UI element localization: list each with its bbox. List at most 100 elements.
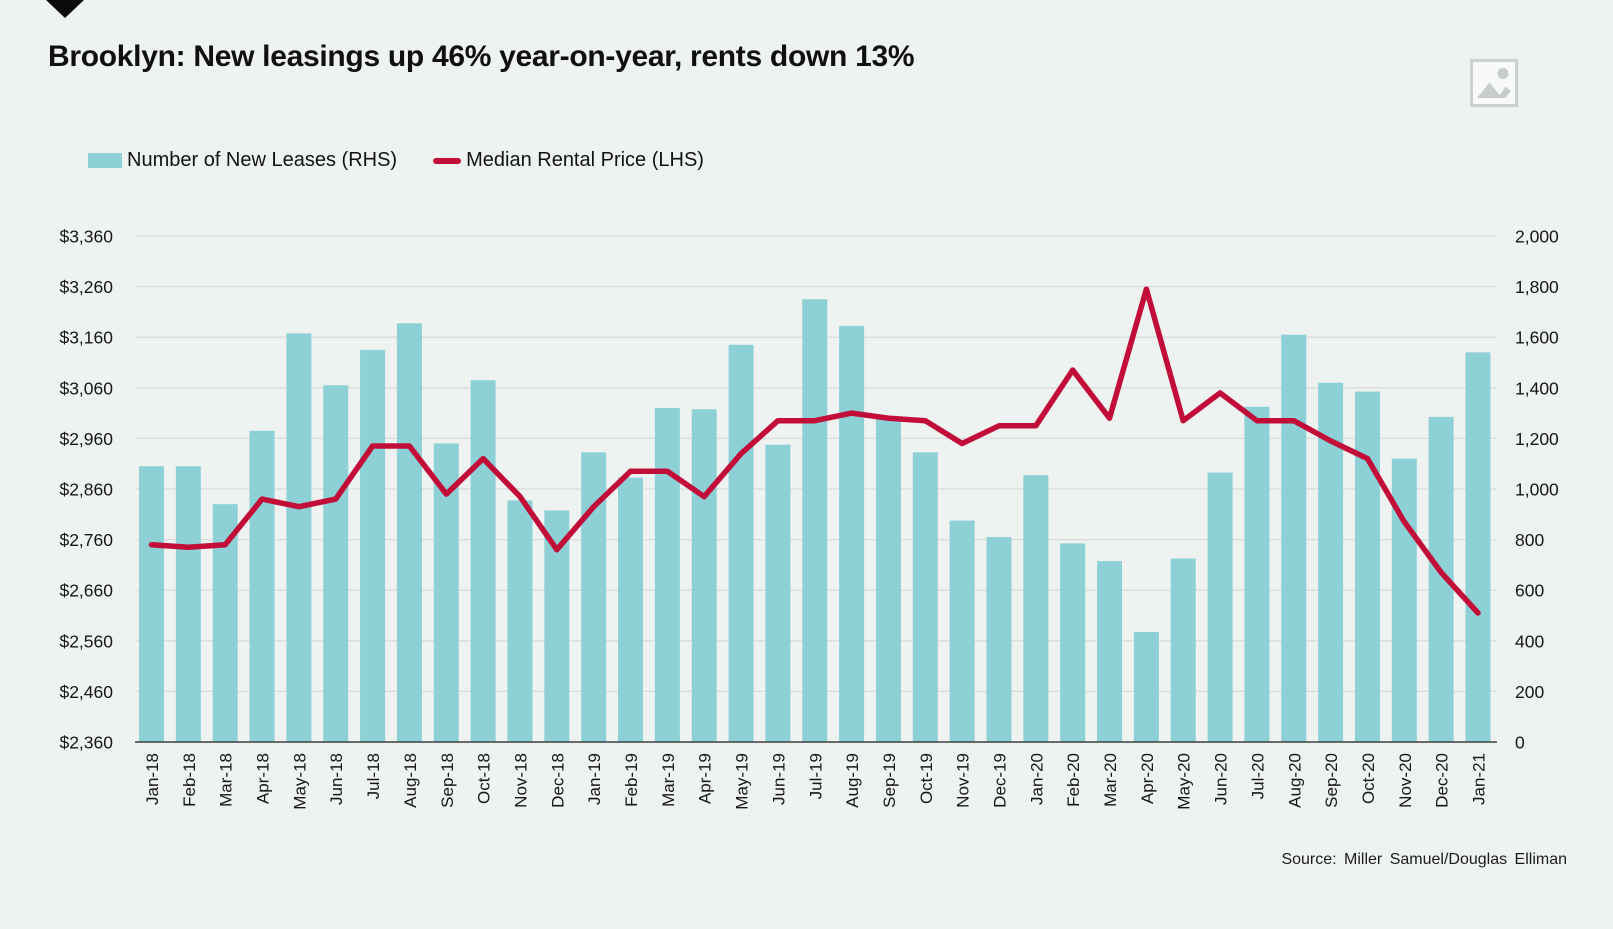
y-axis-left-tick-label: $2,660 [59,581,113,601]
x-axis-label: Nov-19 [954,753,973,808]
bar-May-19 [728,344,754,742]
bar-May-18 [286,333,312,742]
x-axis-label: Aug-20 [1285,753,1304,808]
x-axis-label: Nov-20 [1396,753,1415,808]
y-axis-right-tick-label: 2,000 [1515,227,1559,247]
y-axis-left-tick-label: $3,260 [59,277,113,297]
bar-Jun-18 [323,385,349,742]
source-attribution: Source: Miller Samuel/Douglas Elliman [1281,851,1567,868]
x-axis-label: Feb-20 [1064,753,1083,807]
bar-Jan-20 [1023,475,1049,742]
x-axis-label: Aug-19 [843,753,862,808]
x-axis-label: Oct-20 [1359,753,1378,804]
bar-Oct-20 [1354,391,1380,742]
x-axis-label: Mar-20 [1101,753,1120,807]
x-axis-label: Jun-19 [769,753,788,805]
legend-label: Median Rental Price (LHS) [466,149,704,171]
x-axis-label: Jul-19 [806,753,825,799]
image-placeholder-icon [1470,59,1518,107]
bar-Jul-19 [802,299,828,742]
x-axis-label: Jun-18 [327,753,346,805]
bar-Oct-19 [912,452,938,742]
x-axis-label: Feb-19 [622,753,641,807]
bar-Jan-18 [139,466,164,742]
x-axis-label: Sep-18 [438,753,457,808]
y-axis-left-tick-label: $2,560 [59,631,113,651]
bar-Apr-18 [249,430,275,742]
bar-Oct-18 [470,380,496,742]
x-axis-label: Mar-19 [659,753,678,807]
legend-label: Number of New Leases (RHS) [127,149,398,171]
y-axis-left-tick-label: $3,360 [59,227,113,247]
x-axis-label: Apr-20 [1138,753,1157,804]
y-axis-right-tick-label: 1,400 [1515,378,1559,398]
x-axis-label: Jun-20 [1212,753,1231,805]
x-axis-label: Apr-18 [254,753,273,804]
x-axis-label: Jan-19 [585,753,604,805]
bar-Nov-20 [1391,458,1417,742]
bar-Nov-18 [507,500,533,742]
x-axis-label: Aug-18 [401,753,420,808]
x-axis-label: Jan-20 [1027,753,1046,805]
median-rent-line [148,286,1481,616]
x-axis-label: Dec-18 [548,753,567,808]
bar-Jan-21 [1465,352,1491,742]
y-axis-right-tick-label: 1,600 [1515,328,1559,348]
x-axis-label: Oct-19 [917,753,936,804]
bar-Mar-18 [212,504,238,742]
x-axis-label: Jul-20 [1248,753,1267,799]
x-axis-label: Mar-18 [217,753,236,807]
bar-Mar-20 [1097,561,1123,742]
y-axis-left-tick-label: $2,760 [59,530,113,550]
legend-line-swatch [433,157,462,164]
bar-Apr-19 [691,409,717,742]
bar-Dec-19 [986,537,1012,742]
bar-Jul-20 [1244,406,1270,742]
y-axis-right-tick-label: 0 [1515,733,1525,753]
x-axis-label: Jan-21 [1470,753,1489,805]
y-axis-left-tick-label: $2,960 [59,429,113,449]
legend-item-new-leases: Number of New Leases (RHS) [88,149,397,172]
x-axis-label: Apr-19 [696,753,715,804]
x-axis-label: May-20 [1175,753,1194,810]
x-axis-label: Sep-20 [1322,753,1341,808]
x-axis-label: Sep-19 [880,753,899,808]
x-axis-label: Jan-18 [143,753,162,805]
bar-Aug-19 [839,325,865,742]
bar-Apr-20 [1133,631,1159,742]
y-axis-right-tick-label: 800 [1515,530,1544,550]
y-axis-right-tick-label: 400 [1515,631,1544,651]
bar-Jun-20 [1207,472,1233,742]
legend: Number of New Leases (RHS) Median Rental… [88,149,704,172]
y-axis-left-tick-label: $3,160 [59,328,113,348]
y-axis-left-tick-label: $2,460 [59,682,113,702]
y-axis-left-tick-label: $2,860 [59,480,113,500]
y-axis-right-tick-label: 1,800 [1515,277,1559,297]
bar-Nov-19 [949,520,975,742]
bar-Aug-18 [396,323,422,742]
page-title: Brooklyn: New leasings up 46% year-on-ye… [48,40,915,73]
y-axis-right-tick-label: 1,000 [1515,480,1559,500]
y-axis-right-tick-label: 600 [1515,581,1544,601]
y-axis-left-tick-label: $2,360 [59,733,113,753]
bar-Jun-19 [765,444,791,742]
bar-Feb-20 [1060,543,1086,742]
y-axis-right-tick-label: 200 [1515,682,1544,702]
y-axis-right-tick-label: 1,200 [1515,429,1559,449]
bar-Mar-19 [654,408,680,742]
x-axis-label: Jul-18 [364,753,383,799]
bar-Jul-18 [360,349,386,742]
legend-bar-swatch [88,153,122,168]
x-axis-label: Oct-18 [475,753,494,804]
logo-down-triangle-icon [46,0,84,18]
legend-item-median-rent: Median Rental Price (LHS) [433,149,704,172]
x-axis-label: Nov-18 [511,753,530,808]
x-axis-label: May-19 [733,753,752,810]
bar-Feb-19 [618,477,644,742]
x-axis-label: Dec-20 [1433,753,1452,808]
bar-Feb-18 [175,466,201,742]
bar-May-20 [1170,558,1196,742]
x-axis-label: Dec-19 [990,753,1009,808]
